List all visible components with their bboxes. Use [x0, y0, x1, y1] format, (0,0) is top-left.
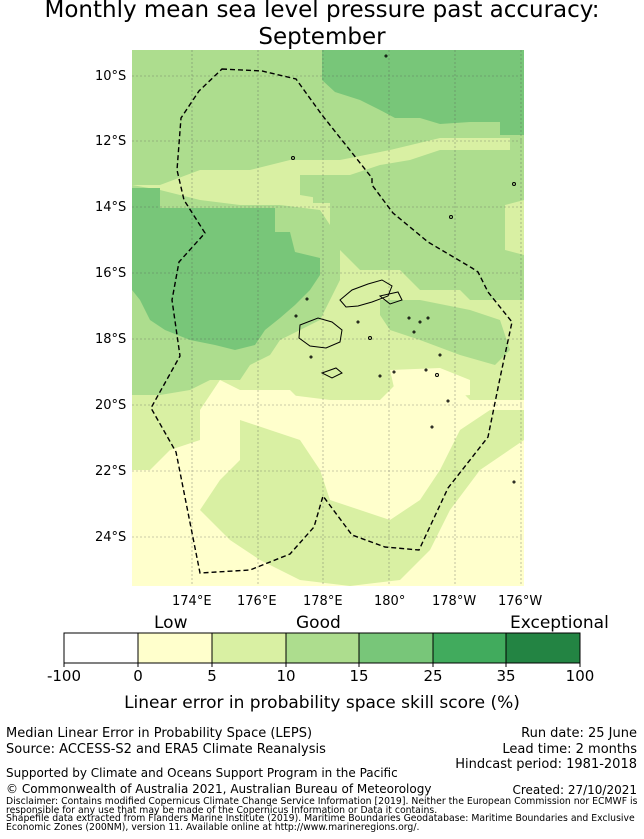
shapefile-line-1: Shapefile data extracted from Flanders M… — [6, 813, 635, 824]
skill-area-low-patch — [290, 395, 425, 433]
lat-label: 16°S — [95, 266, 127, 281]
colorbar — [63, 632, 581, 667]
colorbar-segment — [212, 633, 286, 663]
colorbar-tick: 35 — [496, 667, 516, 685]
colorbar-axis-title: Linear error in probability space skill … — [124, 693, 520, 713]
gridlines — [132, 50, 524, 586]
colorbar-segment — [138, 633, 212, 663]
islands — [291, 54, 516, 484]
colorbar-tick: 0 — [133, 667, 143, 685]
island-vanua-levu — [339, 279, 393, 308]
run-date-text: Run date: 25 June — [521, 726, 637, 741]
lat-label: 14°S — [95, 200, 127, 215]
colorbar-segment — [64, 633, 138, 663]
lat-label: 10°S — [95, 69, 127, 84]
colorbar-category-exceptional: Exceptional — [510, 613, 609, 633]
skill-area-good — [132, 188, 320, 350]
colorbar-segment — [433, 633, 506, 663]
colorbar-tick: 10 — [276, 667, 296, 685]
lon-label: 176°W — [498, 594, 543, 609]
eez-boundary — [150, 68, 513, 574]
lon-label: 180° — [374, 594, 406, 609]
skill-area-mid — [380, 300, 510, 365]
colorbar-tick: -100 — [46, 667, 82, 685]
lat-label: 18°S — [95, 332, 127, 347]
lat-label: 20°S — [95, 398, 127, 413]
island-small — [320, 367, 343, 379]
lat-label: 22°S — [95, 464, 127, 479]
skill-area-mid-low — [200, 410, 524, 586]
created-text: Created: 27/10/2021 — [512, 783, 637, 797]
skill-area-mid-patch — [313, 177, 334, 203]
skill-area-low-patch — [390, 368, 470, 398]
lead-time-text: Lead time: 2 months — [502, 742, 637, 757]
hindcast-text: Hindcast period: 1981-2018 — [455, 757, 637, 772]
title-line-1: Monthly mean sea level pressure past acc… — [44, 0, 600, 23]
colorbar-tick: 100 — [565, 667, 595, 685]
island-viti-levu — [298, 317, 343, 349]
copyright-text: © Commonwealth of Australia 2021, Austra… — [6, 782, 432, 796]
lat-label: 24°S — [95, 530, 127, 545]
colorbar-category-low: Low — [154, 613, 188, 633]
lon-label: 176°E — [237, 594, 277, 609]
colorbar-tick: 5 — [207, 667, 217, 685]
disclaimer-line-2: responsible for any use that may be made… — [6, 805, 438, 816]
method-text: Median Linear Error in Probability Space… — [6, 726, 313, 741]
skill-field — [132, 50, 524, 586]
colorbar-tick: 25 — [423, 667, 443, 685]
lon-label: 178°W — [432, 594, 477, 609]
support-text: Supported by Climate and Oceans Support … — [6, 766, 398, 780]
colorbar-segment — [506, 633, 580, 663]
skill-area-good — [322, 50, 524, 135]
lon-label: 178°E — [303, 594, 343, 609]
title-line-2: September — [258, 24, 386, 50]
colorbar-segment — [286, 633, 359, 663]
island-small — [378, 291, 403, 305]
lon-label: 174°E — [172, 594, 212, 609]
lat-label: 12°S — [95, 134, 127, 149]
colorbar-category-good: Good — [296, 613, 341, 633]
colorbar-tick: 15 — [349, 667, 369, 685]
colorbar-segment — [359, 633, 433, 663]
shapefile-line-2: Economic Zones (200NM), version 11. Avai… — [6, 822, 420, 833]
disclaimer-line-1: Disclaimer: Contains modified Copernicus… — [6, 796, 638, 807]
source-text: Source: ACCESS-S2 and ERA5 Climate Reana… — [6, 742, 326, 757]
